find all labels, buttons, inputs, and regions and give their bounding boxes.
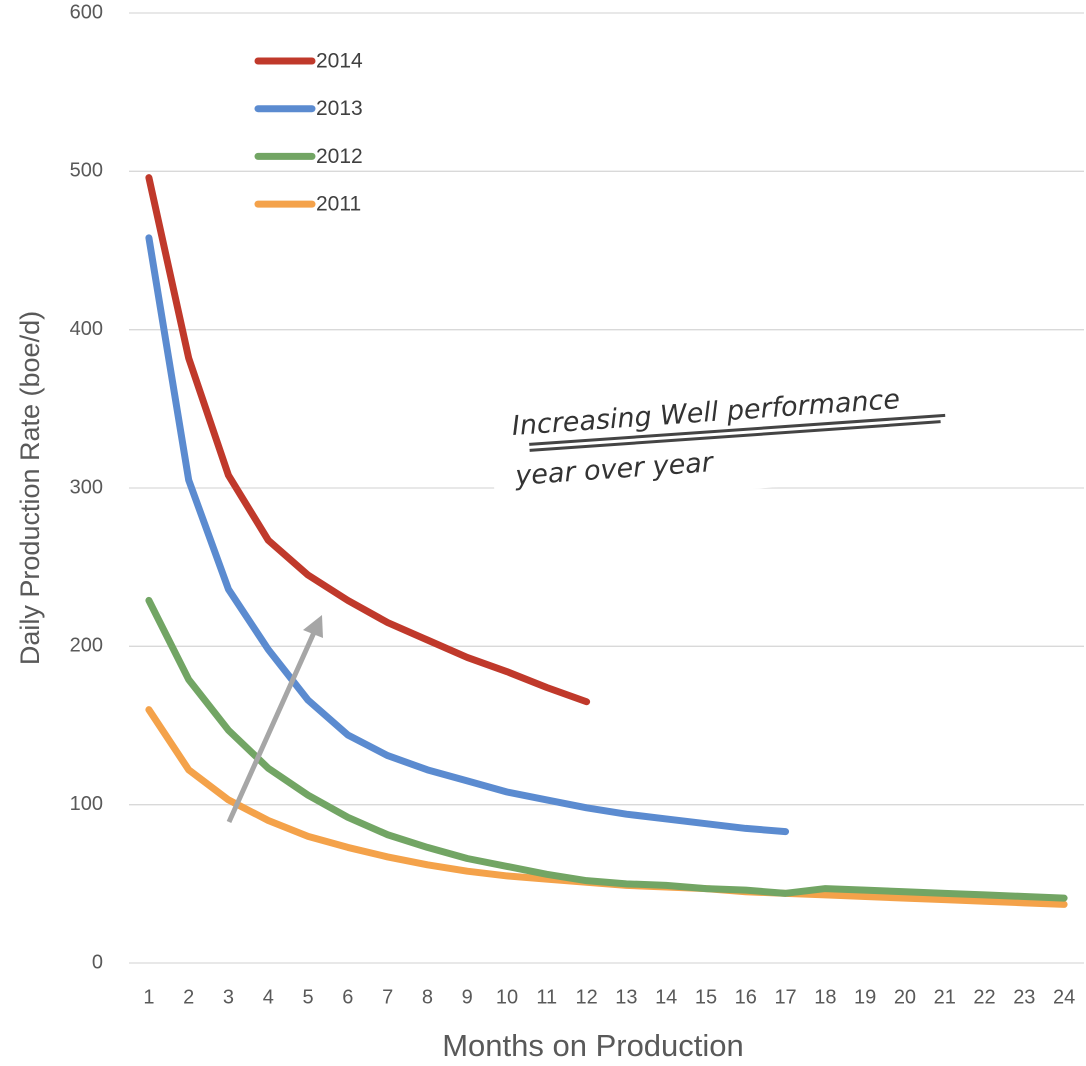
x-tick-label: 18 xyxy=(814,986,836,1008)
x-tick-label: 22 xyxy=(973,986,995,1008)
arrow-head xyxy=(303,615,323,638)
x-tick-label: 12 xyxy=(575,986,597,1008)
y-tick-label: 500 xyxy=(70,160,103,182)
x-tick-label: 13 xyxy=(615,986,637,1008)
y-tick-label: 200 xyxy=(70,635,103,657)
y-axis-label: Daily Production Rate (boe/d) xyxy=(15,311,45,665)
x-tick-label: 24 xyxy=(1053,986,1075,1008)
legend-label: 2011 xyxy=(316,193,361,216)
x-tick-label: 17 xyxy=(774,986,796,1008)
annotation-stroke xyxy=(529,413,946,446)
y-tick-label: 100 xyxy=(70,793,103,815)
x-tick-label: 9 xyxy=(462,986,473,1008)
x-tick-label: 14 xyxy=(655,986,677,1008)
series-line xyxy=(145,234,790,836)
series-line xyxy=(145,706,1068,908)
legend-label: 2012 xyxy=(316,145,363,168)
x-tick-label: 6 xyxy=(342,986,353,1008)
y-tick-label: 400 xyxy=(70,318,103,340)
series-line xyxy=(145,174,591,706)
x-tick-label: 5 xyxy=(303,986,314,1008)
x-tick-label: 4 xyxy=(263,986,274,1008)
x-tick-label: 1 xyxy=(143,986,154,1008)
x-tick-label: 23 xyxy=(1013,986,1035,1008)
x-tick-label: 8 xyxy=(422,986,433,1008)
y-tick-label: 0 xyxy=(92,951,103,973)
x-tick-label: 7 xyxy=(382,986,393,1008)
x-tick-label: 20 xyxy=(894,986,916,1008)
x-tick-label: 19 xyxy=(854,986,876,1008)
x-tick-label: 10 xyxy=(496,986,518,1008)
x-tick-label: 3 xyxy=(223,986,234,1008)
annotation-stroke xyxy=(529,420,941,452)
legend-label: 2013 xyxy=(316,97,363,120)
x-tick-label: 15 xyxy=(695,986,717,1008)
x-tick-label: 11 xyxy=(536,986,557,1008)
x-axis-label: Months on Production xyxy=(442,1028,744,1063)
annotation-bg xyxy=(489,385,955,507)
series-line xyxy=(145,596,1068,902)
arrow-shaft xyxy=(226,626,319,824)
x-tick-label: 2 xyxy=(183,986,194,1008)
y-tick-label: 600 xyxy=(70,1,103,23)
legend-label: 2014 xyxy=(316,50,363,73)
x-tick-label: 21 xyxy=(934,986,956,1008)
x-tick-label: 16 xyxy=(735,986,757,1008)
y-tick-label: 300 xyxy=(70,476,103,498)
